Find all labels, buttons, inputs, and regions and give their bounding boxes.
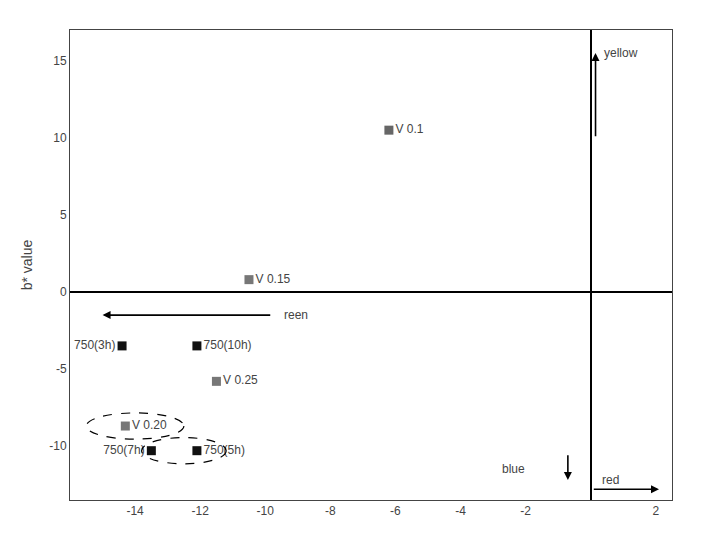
svg-text:5: 5 xyxy=(60,208,67,222)
svg-text:blue: blue xyxy=(502,462,525,476)
svg-text:-2: -2 xyxy=(520,504,531,518)
svg-text:b* value: b* value xyxy=(19,239,35,290)
svg-text:-10: -10 xyxy=(49,439,67,453)
svg-text:yellow: yellow xyxy=(604,46,638,60)
svg-text:-4: -4 xyxy=(455,504,466,518)
svg-text:-5: -5 xyxy=(56,362,67,376)
svg-text:V 0.1: V 0.1 xyxy=(396,122,424,136)
svg-text:-6: -6 xyxy=(390,504,401,518)
svg-text:0: 0 xyxy=(60,285,67,299)
svg-text:-10: -10 xyxy=(257,504,275,518)
svg-text:2: 2 xyxy=(652,504,659,518)
svg-text:-14: -14 xyxy=(126,504,144,518)
svg-text:V 0.15: V 0.15 xyxy=(256,272,291,286)
svg-text:750(5h): 750(5h) xyxy=(204,443,245,457)
svg-text:15: 15 xyxy=(53,54,67,68)
svg-text:red: red xyxy=(602,473,619,487)
svg-text:10: 10 xyxy=(53,131,67,145)
svg-text:-12: -12 xyxy=(191,504,209,518)
svg-text:750(7h): 750(7h) xyxy=(103,443,144,457)
svg-text:V 0.25: V 0.25 xyxy=(223,373,258,387)
svg-text:750(3h): 750(3h) xyxy=(74,338,115,352)
svg-text:reen: reen xyxy=(284,308,308,322)
svg-text:750(10h): 750(10h) xyxy=(204,338,252,352)
svg-text:-8: -8 xyxy=(325,504,336,518)
svg-text:V 0.20: V 0.20 xyxy=(132,418,167,432)
